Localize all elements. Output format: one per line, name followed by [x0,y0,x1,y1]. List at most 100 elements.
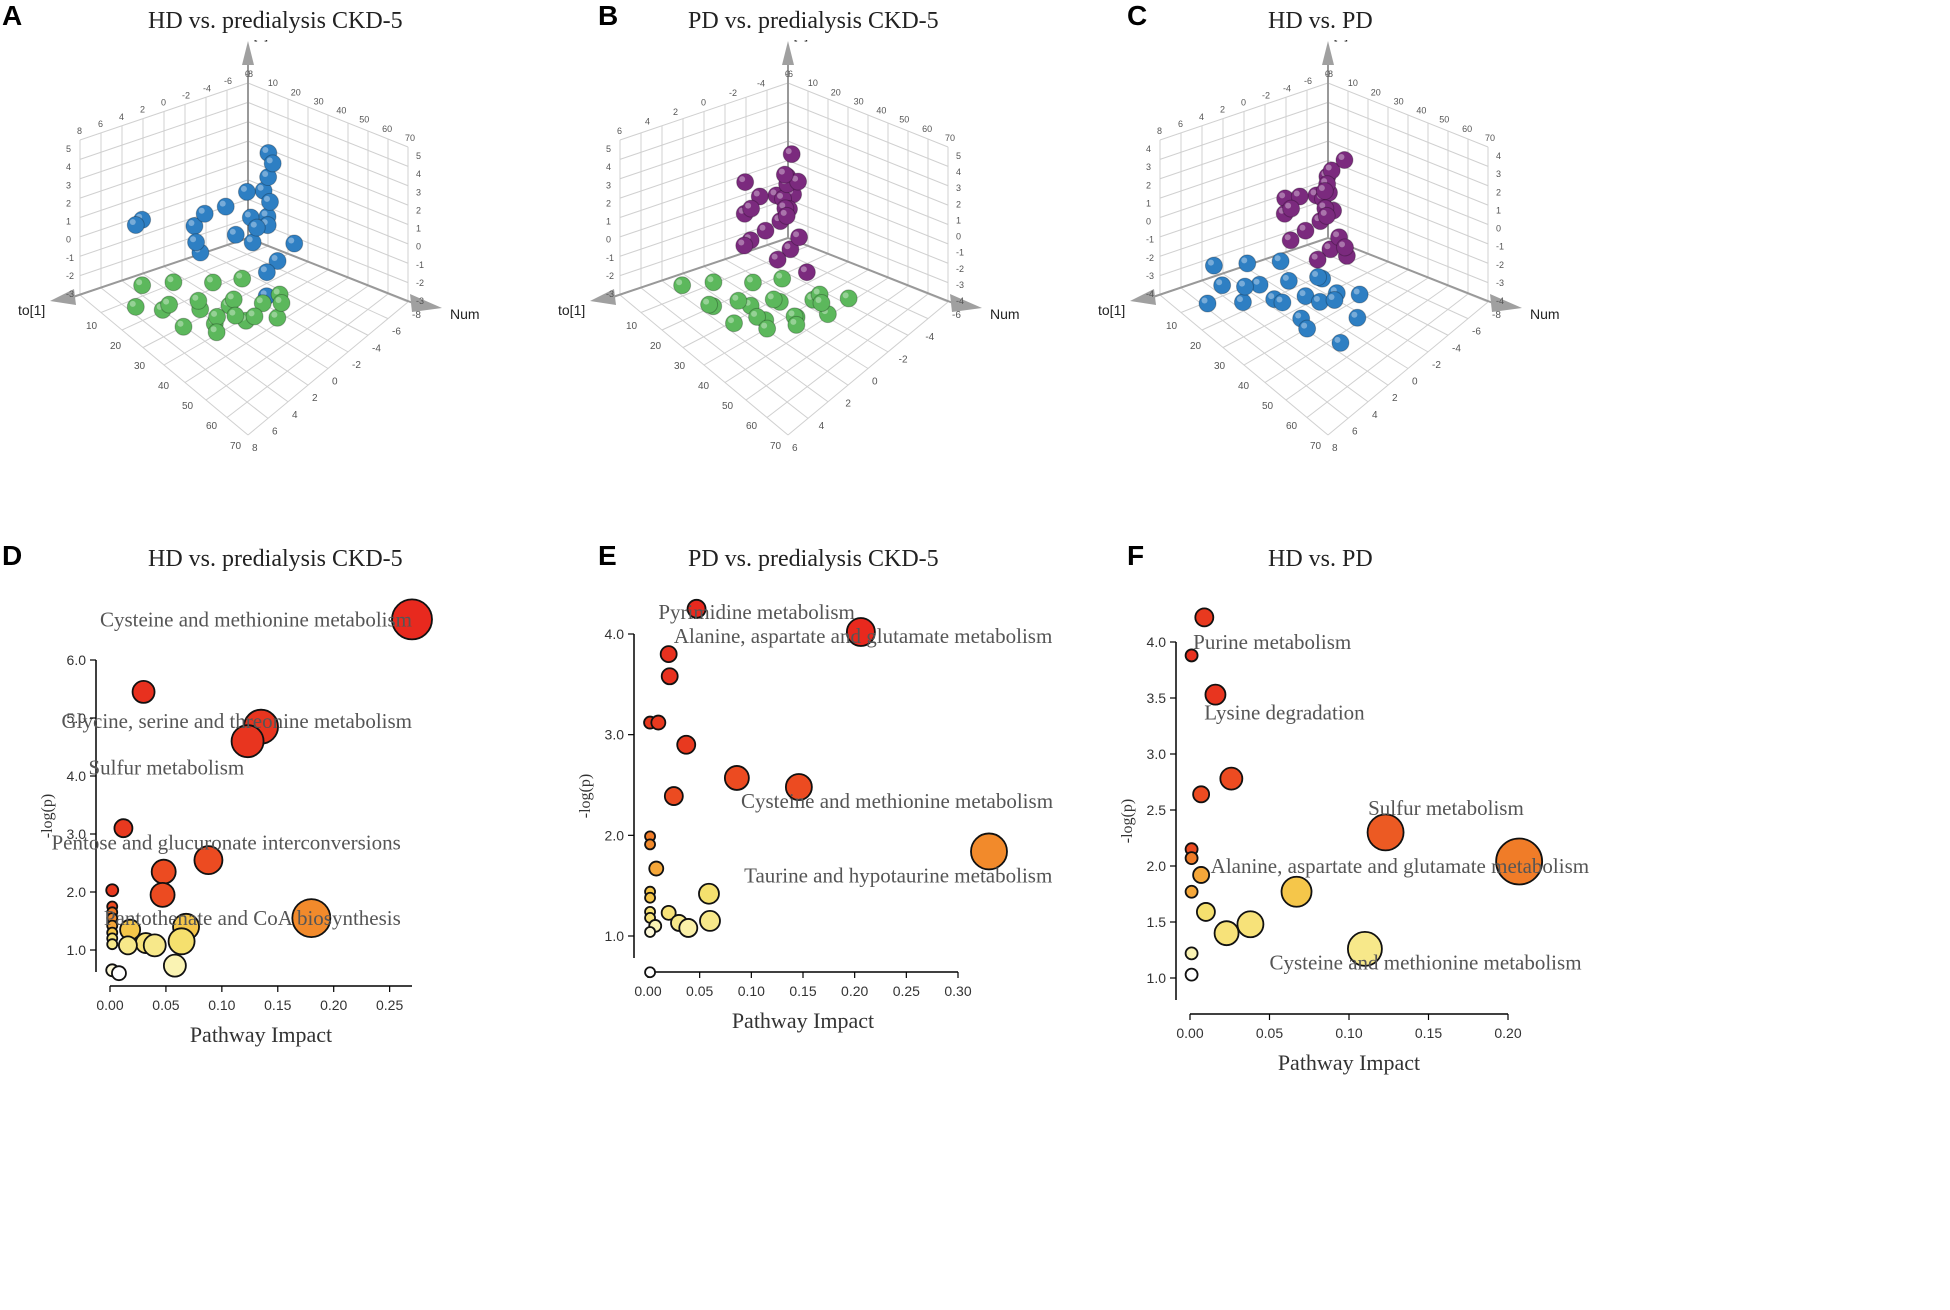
score-point [1317,206,1336,225]
score-point [1233,293,1252,312]
tick-label: 2 [1496,187,1501,197]
score-point-highlight [229,228,236,235]
y-tick-label: 1.0 [1147,970,1167,986]
grid-line [787,140,949,206]
grid-line [787,121,949,187]
score-point-highlight [1285,202,1292,209]
panel-title-f: HD vs. PD [1268,546,1373,572]
tick-label: 1 [606,217,611,227]
grid-line [1327,218,1489,284]
pathway-bubble [1184,648,1199,663]
pathway-annotation: Purine metabolism [1193,630,1351,654]
tick-label: 1 [416,224,421,234]
score-point-highlight [1299,290,1306,297]
score-point-highlight [738,239,745,246]
score-point-highlight [1301,322,1308,329]
score-point [1350,285,1369,304]
tick-label: -2 [729,88,737,98]
score-point [1279,271,1298,290]
t-axis-arrow [782,41,794,65]
score-point [1271,252,1290,271]
tick-label: 4 [119,112,124,122]
score-point-highlight [260,290,267,297]
tick-label: 30 [1214,361,1226,372]
score-point-highlight [790,318,797,325]
score-point-highlight [745,202,752,209]
tick-label: 4 [292,410,298,421]
score-point-highlight [256,297,263,304]
x-tick-label: 0.05 [686,983,713,999]
x-tick-label: 0.15 [789,983,816,999]
tick-label: 10 [1348,78,1358,88]
score-point-highlight [1216,279,1223,286]
score-group-predialysis [126,144,304,306]
tick-label: 60 [1462,124,1472,134]
score-point [673,276,692,295]
y-tick-label: 3.0 [1147,746,1167,762]
score-point [736,173,755,192]
grid-line [766,293,929,418]
y-tick-label: 2.0 [67,884,87,900]
score-point-highlight [198,207,205,214]
panel-title-c: HD vs. PD [1268,8,1373,34]
score-point-highlight [246,236,253,243]
score-point [775,165,794,184]
tick-label: 10 [1166,321,1178,332]
score-point-highlight [1318,185,1325,192]
x-tick-label: 0.20 [1494,1025,1521,1041]
pathway-bubble [698,882,720,905]
tick-label: -4 [1283,83,1291,93]
tick-label: 60 [746,421,758,432]
score-point [285,234,304,253]
score-point-highlight [761,322,768,329]
y-tick-label: 4.0 [1147,634,1167,650]
tick-label: 1 [66,217,71,227]
tick-label: 3 [66,180,71,190]
to-axis-line [1149,237,1329,299]
score-point-highlight [1238,280,1245,287]
score-point [268,251,287,270]
tick-label: -2 [1146,253,1154,263]
tick-label: 30 [134,361,146,372]
tick-label: 0 [332,377,338,388]
tick-label: -6 [392,327,401,338]
grid-line [1327,140,1489,206]
grid-line [1159,160,1329,218]
tick-label: 8 [252,443,258,454]
score-point [245,307,264,326]
tick-label: 3 [1146,162,1151,172]
y-tick-label: 3.0 [605,727,625,743]
score-point [1309,268,1328,287]
score-point-highlight [263,195,270,202]
tick-label: -1 [66,253,74,263]
tick-label: 6 [1352,426,1358,437]
score-point-highlight [778,168,785,175]
pathway-bubble [142,933,167,958]
score-point [700,295,719,314]
pathway-bubble [784,773,813,801]
score-point-highlight [1241,257,1248,264]
pathway-bubble [1196,902,1216,922]
panel-title-e: PD vs. predialysis CKD-5 [688,546,939,572]
grid-line [184,277,349,383]
panel-title-a: HD vs. predialysis CKD-5 [148,8,403,34]
score-point [1273,293,1292,312]
tick-label: 70 [1485,133,1495,143]
tick-label: 4 [1146,144,1151,154]
score-point-highlight [777,192,784,199]
tick-label: 6 [1178,119,1183,129]
score-point-highlight [271,254,278,261]
y-axis-label: -log(p) [577,774,594,818]
pathway-annotation: Alanine, aspartate and glutamate metabol… [674,624,1052,648]
grid-line [619,140,789,199]
tick-label: 20 [1371,87,1381,97]
tick-label: 0 [161,98,166,108]
score-point-highlight [1311,253,1318,260]
score-point [1204,256,1223,275]
tick-label: 4 [1199,112,1204,122]
num-axis-line [787,237,959,306]
tick-label: 30 [314,96,324,106]
to-axis-line [609,237,789,299]
x-tick-label: 0.10 [208,997,235,1013]
pathway-bubble [1194,607,1215,628]
